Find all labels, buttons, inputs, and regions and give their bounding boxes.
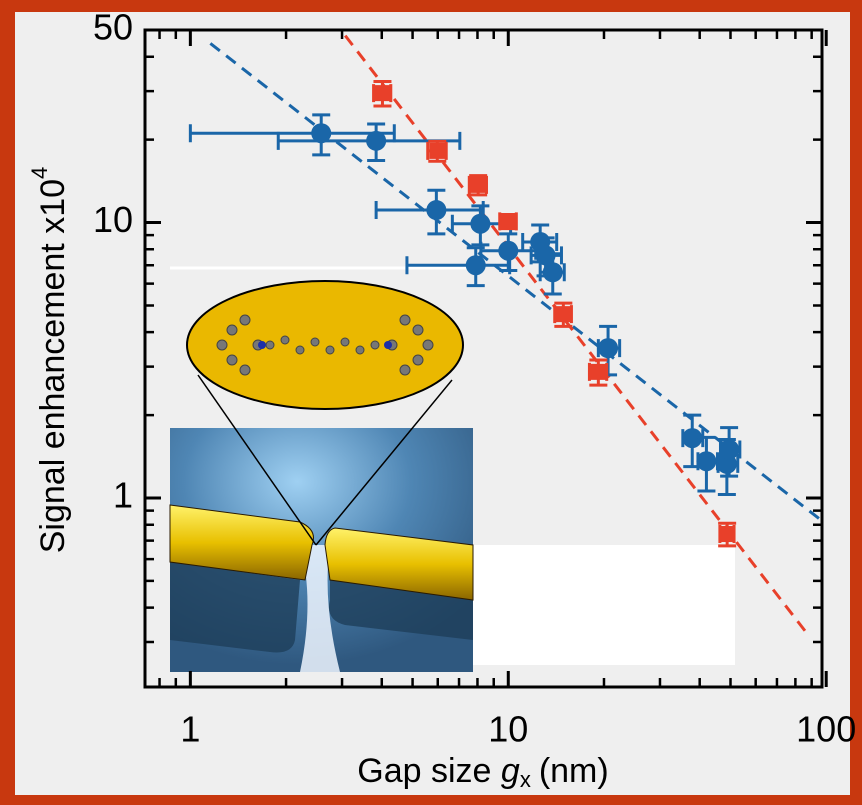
y-tick-label: 1 xyxy=(113,475,133,516)
inset-gap-glow xyxy=(300,545,340,672)
marker xyxy=(555,306,572,323)
nitrogen xyxy=(258,341,266,349)
molecule-bubble xyxy=(186,280,464,410)
x-tick-label: 100 xyxy=(796,709,856,750)
y-tick-label: 50 xyxy=(93,7,133,48)
inset-shadow xyxy=(170,562,300,653)
marker xyxy=(696,451,717,472)
x-label-unit: (nm) xyxy=(539,752,609,790)
marker xyxy=(542,262,563,283)
x-label-subscript: x xyxy=(520,767,531,792)
marker xyxy=(535,245,556,266)
y-label-text: Signal enhancement x10 xyxy=(34,179,72,553)
marker xyxy=(500,213,517,230)
x-error-bar xyxy=(188,124,396,143)
marker xyxy=(719,439,740,460)
marker xyxy=(682,428,703,449)
marker xyxy=(598,338,619,359)
marker xyxy=(465,255,486,276)
marker xyxy=(311,123,332,144)
inset-electrode xyxy=(324,527,474,601)
marker xyxy=(719,526,736,543)
zoom-line xyxy=(197,374,317,546)
marker xyxy=(374,85,391,102)
y-tick-label: 10 xyxy=(93,199,133,240)
y-label-exponent: 4 xyxy=(27,167,52,179)
zoom-line xyxy=(315,379,453,546)
x-axis-label: Gap size gx (nm) xyxy=(357,752,608,792)
plot-frame xyxy=(143,28,824,689)
marker xyxy=(470,213,491,234)
x-tick-label: 1 xyxy=(180,709,200,750)
marker xyxy=(498,240,519,261)
x-label-text: Gap size xyxy=(357,752,501,790)
marker xyxy=(426,200,447,221)
x-label-symbol: g xyxy=(501,752,520,790)
marker xyxy=(590,363,607,380)
plot-area xyxy=(188,34,822,636)
y-axis-label: Signal enhancement x104 xyxy=(27,167,72,554)
inset-blank xyxy=(473,545,735,665)
nitrogen xyxy=(384,341,392,349)
marker xyxy=(470,176,487,193)
inset xyxy=(169,266,735,672)
marker xyxy=(366,130,387,151)
plot-layer: 1 10 100 1 10 50 xyxy=(93,7,856,750)
x-tick-label: 10 xyxy=(488,709,528,750)
marker xyxy=(429,142,446,159)
